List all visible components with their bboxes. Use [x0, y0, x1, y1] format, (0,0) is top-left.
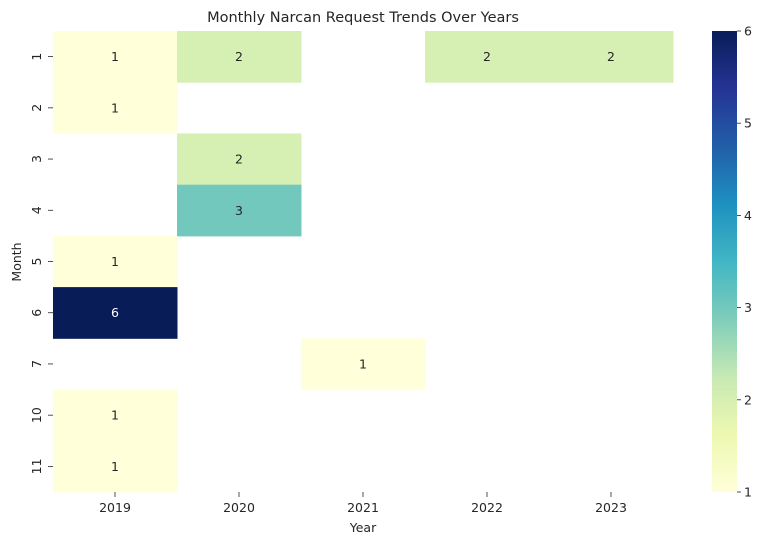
y-tick-label: 3: [29, 155, 44, 163]
x-tick-label: 2019: [99, 500, 131, 515]
x-tick-labels: 2019 2020 2021 2022 2023: [99, 492, 627, 515]
cell-value-label: 1: [111, 254, 119, 269]
x-tick-label: 2023: [595, 500, 627, 515]
colorbar-tick-label: 6: [744, 24, 752, 39]
y-tick-label: 5: [29, 258, 44, 266]
heatmap-cell: [177, 31, 302, 83]
y-tick-label: 2: [29, 104, 44, 112]
heatmap-cell: [53, 389, 178, 442]
y-tick-label: 1: [29, 53, 44, 61]
heatmap-cell: [53, 235, 178, 288]
heatmap-cell: [53, 31, 178, 83]
heatmap-cell: [301, 338, 426, 391]
y-tick-label: 7: [29, 360, 44, 368]
colorbar-tick-label: 3: [744, 300, 752, 315]
cell-value-label: 6: [111, 305, 119, 320]
heatmap-cell: [53, 82, 178, 134]
colorbar-tick-label: 1: [744, 485, 752, 500]
heatmap-cell: [53, 440, 178, 493]
cell-value-label: 1: [111, 49, 119, 64]
cell-value-label: 2: [235, 49, 243, 64]
heatmap-cell: [177, 133, 302, 186]
heatmap-cell: [425, 31, 550, 83]
x-tick-label: 2021: [347, 500, 379, 515]
cell-value-label: 2: [607, 49, 615, 64]
y-tick-label: 6: [29, 309, 44, 317]
cell-value-label: 1: [111, 100, 119, 115]
heatmap-cell: [53, 287, 178, 339]
y-tick-labels: 1 2 3 4 5 6 7 10 11: [29, 53, 53, 474]
x-axis-label: Year: [349, 520, 377, 535]
colorbar-tick-label: 5: [744, 116, 752, 131]
colorbar-tick-label: 2: [744, 392, 752, 407]
heatmap-cell: [177, 184, 302, 237]
y-axis-label: Month: [9, 242, 24, 281]
cell-value-label: 1: [359, 356, 367, 371]
heatmap-cell: [549, 31, 674, 83]
chart-title: Monthly Narcan Request Trends Over Years: [207, 10, 519, 26]
cell-value-label: 1: [111, 459, 119, 474]
cell-value-label: 2: [235, 152, 243, 167]
cell-value-label: 1: [111, 408, 119, 423]
colorbar: [712, 31, 737, 492]
cell-value-label: 2: [483, 49, 491, 64]
colorbar-tick-label: 4: [744, 208, 752, 223]
x-tick-label: 2020: [223, 500, 255, 515]
x-tick-label: 2022: [471, 500, 503, 515]
y-tick-label: 10: [29, 407, 44, 423]
colorbar-ticks: 1 2 3 4 5 6: [737, 24, 752, 500]
cell-value-label: 3: [235, 203, 243, 218]
y-tick-label: 11: [29, 458, 44, 474]
y-tick-label: 4: [29, 206, 44, 214]
